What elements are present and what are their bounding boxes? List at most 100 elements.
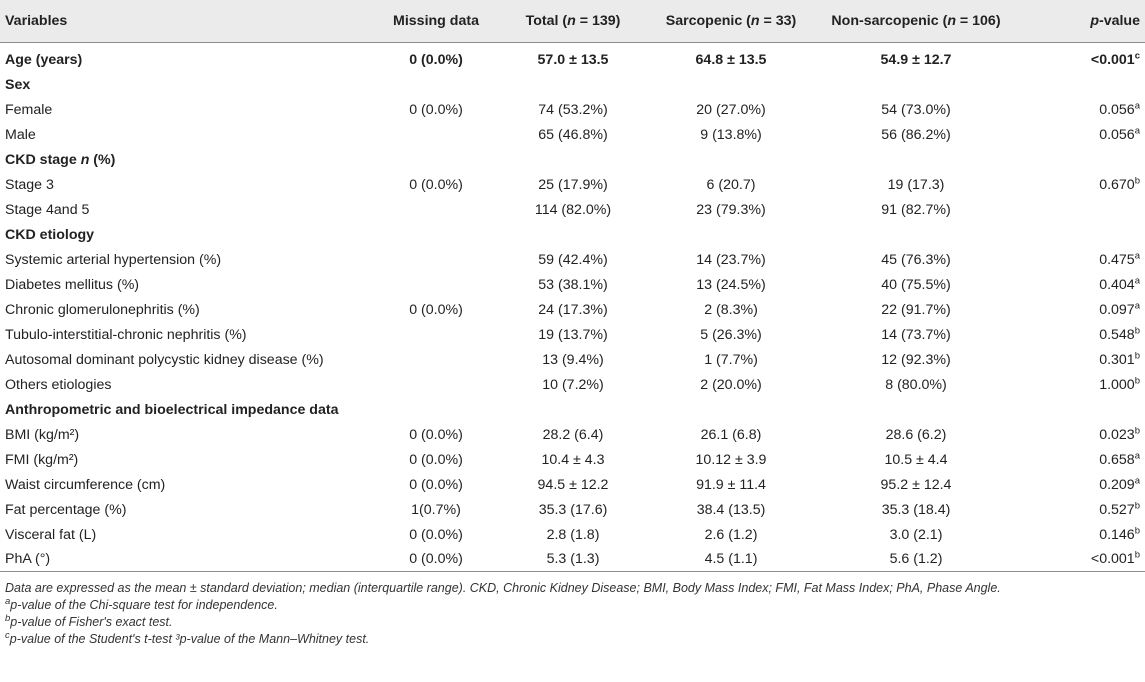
- cell-missing: [372, 322, 500, 347]
- footnote-b: bp-value of Fisher's exact test.: [5, 612, 173, 629]
- cell-missing: [372, 72, 500, 97]
- table-row: Male 65 (46.8%) 9 (13.8%) 56 (86.2%) 0.056a: [0, 122, 1145, 147]
- section-row: Sex: [0, 72, 1145, 97]
- header-non-sarcopenic: Non-sarcopenic (n = 106): [816, 0, 1016, 43]
- cell-sarcopenic: 14 (23.7%): [696, 251, 766, 268]
- table-row: Visceral fat (L) 0 (0.0%) 2.8 (1.8) 2.6 (1.…: [0, 522, 1145, 547]
- cell-total: 59 (42.4%): [538, 251, 608, 268]
- cell-variable: Chronic glomerulonephritis (%): [5, 301, 200, 318]
- table-row: Others etiologies 10 (7.2%) 2 (20.0%) 8 (80…: [0, 372, 1145, 397]
- cell-missing: 0 (0.0%): [409, 301, 463, 318]
- cell-sarcopenic: 2.6 (1.2): [704, 526, 758, 543]
- cell-p-value: 0.527b: [1099, 499, 1140, 518]
- table-footnotes: Data are expressed as the mean ± standar…: [0, 572, 1145, 648]
- cell-variable: Others etiologies: [5, 376, 112, 393]
- header-variables: Variables: [0, 0, 372, 43]
- cell-sarcopenic: 9 (13.8%): [700, 126, 762, 143]
- cell-sarcopenic: 5 (26.3%): [700, 326, 762, 343]
- cell-p-value: 0.658a: [1099, 449, 1140, 468]
- cell-p-value: <0.001b: [1016, 547, 1145, 572]
- cell-missing: 0 (0.0%): [409, 51, 463, 68]
- cell-total: [500, 72, 646, 97]
- cell-total: 2.8 (1.8): [546, 526, 600, 543]
- cell-missing: [372, 372, 500, 397]
- cell-variable: Male: [5, 126, 36, 143]
- cell-sarcopenic: [646, 147, 816, 172]
- cell-non-sarcopenic: 45 (76.3%): [881, 251, 951, 268]
- cell-total: 35.3 (17.6): [538, 501, 608, 518]
- cell-non-sarcopenic: [816, 397, 1016, 422]
- cell-missing: 0 (0.0%): [409, 451, 463, 468]
- cell-sarcopenic: 4.5 (1.1): [646, 547, 816, 572]
- cell-p-value: 0.209a: [1099, 474, 1140, 493]
- cell-non-sarcopenic: 3.0 (2.1): [889, 526, 943, 543]
- section-row: CKD stage n (%): [0, 147, 1145, 172]
- cell-p-value: [1016, 72, 1145, 97]
- footnote-a: ap-value of the Chi-square test for inde…: [5, 595, 278, 612]
- cell-non-sarcopenic: 28.6 (6.2): [885, 426, 947, 443]
- cell-sarcopenic: 6 (20.7): [706, 176, 756, 193]
- cell-p-value: 0.023b: [1099, 424, 1140, 443]
- table-row: Stage 4and 5 114 (82.0%) 23 (79.3%) 91 (82.…: [0, 197, 1145, 222]
- cell-sarcopenic: [646, 222, 816, 247]
- cell-total: 74 (53.2%): [538, 101, 608, 118]
- table-row: Chronic glomerulonephritis (%) 0 (0.0%) 24…: [0, 297, 1145, 322]
- cell-p-value: [1016, 147, 1145, 172]
- cell-non-sarcopenic: 35.3 (18.4): [881, 501, 951, 518]
- cell-total: [500, 147, 646, 172]
- table-row: Systemic arterial hypertension (%) 59 (42…: [0, 247, 1145, 272]
- cell-variable: FMI (kg/m²): [5, 451, 79, 468]
- cell-non-sarcopenic: [816, 147, 1016, 172]
- cell-variable: PhA (°): [0, 547, 372, 572]
- cell-total: 10 (7.2%): [542, 376, 604, 393]
- section-row: Anthropometric and bioelectrical impedan…: [0, 397, 1145, 422]
- cell-non-sarcopenic: 56 (86.2%): [881, 126, 951, 143]
- cell-total: 94.5 ± 12.2: [537, 476, 609, 493]
- cell-total: 19 (13.7%): [538, 326, 608, 343]
- cell-missing: 0 (0.0%): [409, 176, 463, 193]
- cell-sarcopenic: 20 (27.0%): [696, 101, 766, 118]
- cell-non-sarcopenic: [816, 222, 1016, 247]
- cell-non-sarcopenic: 8 (80.0%): [885, 376, 947, 393]
- cell-variable: Female: [5, 101, 53, 118]
- header-sarcopenic: Sarcopenic (n = 33): [646, 0, 816, 43]
- cell-p-value: 0.670b: [1099, 174, 1140, 193]
- table-container: Variables Missing data Total (n = 139) S…: [0, 0, 1145, 648]
- cell-p-value: 0.548b: [1099, 324, 1140, 343]
- cell-non-sarcopenic: [816, 72, 1016, 97]
- cell-missing: [372, 122, 500, 147]
- cell-missing: 0 (0.0%): [409, 426, 463, 443]
- table-header-row: Variables Missing data Total (n = 139) S…: [0, 0, 1145, 43]
- table-row: Waist circumference (cm) 0 (0.0%) 94.5 ± 1…: [0, 472, 1145, 497]
- header-total: Total (n = 139): [500, 0, 646, 43]
- cell-p-value: 0.475a: [1099, 249, 1140, 268]
- cell-sarcopenic: 13 (24.5%): [696, 276, 766, 293]
- header-missing: Missing data: [372, 0, 500, 43]
- footnote-main: Data are expressed as the mean ± standar…: [5, 581, 1001, 595]
- cell-non-sarcopenic: 54.9 ± 12.7: [880, 51, 952, 68]
- cell-sarcopenic: 23 (79.3%): [696, 201, 766, 218]
- cell-variable: Tubulo-interstitial-chronic nephritis (%…: [5, 326, 247, 343]
- cell-non-sarcopenic: 91 (82.7%): [881, 201, 951, 218]
- cell-total: 28.2 (6.4): [542, 426, 604, 443]
- cell-total: 10.4 ± 4.3: [541, 451, 605, 468]
- cell-p-value: 0.146b: [1099, 524, 1140, 543]
- cell-p-value: [1016, 197, 1145, 222]
- table-row: BMI (kg/m²) 0 (0.0%) 28.2 (6.4) 26.1 (6.8) 2…: [0, 422, 1145, 447]
- cell-p-value: 0.097a: [1099, 299, 1140, 318]
- cell-missing: [372, 247, 500, 272]
- cell-variable: Stage 4and 5: [5, 201, 90, 218]
- section-row: CKD etiology: [0, 222, 1145, 247]
- cell-missing: [372, 397, 500, 422]
- cell-missing: 1(0.7%): [411, 501, 461, 518]
- cell-non-sarcopenic: 95.2 ± 12.4: [880, 476, 952, 493]
- cell-variable: BMI (kg/m²): [5, 426, 80, 443]
- table-row: Female 0 (0.0%) 74 (53.2%) 20 (27.0%) 54 (73…: [0, 97, 1145, 122]
- cell-p-value: 0.056a: [1099, 99, 1140, 118]
- cell-non-sarcopenic: 5.6 (1.2): [816, 547, 1016, 572]
- cell-total: 53 (38.1%): [538, 276, 608, 293]
- table-row: PhA (°) 0 (0.0%) 5.3 (1.3) 4.5 (1.1) 5.6 (1.…: [0, 547, 1145, 572]
- cell-sarcopenic: 1 (7.7%): [704, 351, 758, 368]
- cell-variable: CKD etiology: [5, 226, 95, 243]
- cell-sarcopenic: 38.4 (13.5): [696, 501, 766, 518]
